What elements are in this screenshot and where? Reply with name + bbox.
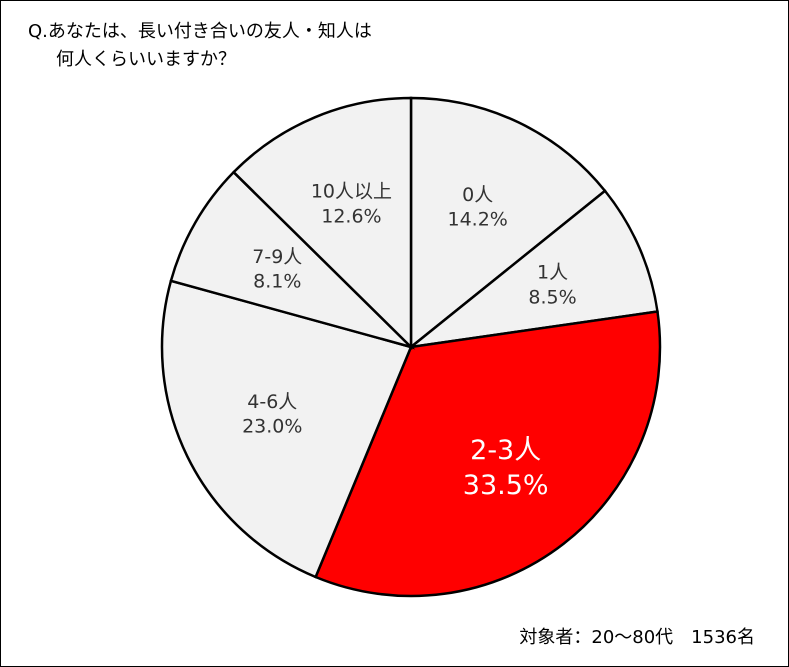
slice-category-label: 1人	[537, 262, 568, 284]
slice-category-label: 4-6人	[247, 391, 297, 413]
slice-category-label: 2-3人	[470, 435, 541, 466]
slice-value-label: 8.1%	[253, 271, 301, 293]
slice-value-label: 23.0%	[242, 416, 302, 438]
slice-category-label: 10人以上	[311, 181, 392, 203]
note: 対象者：20～80代 1536名	[519, 627, 755, 648]
slice-value-label: 33.5%	[463, 470, 549, 501]
chart-title: 何人くらいいますか？	[56, 49, 236, 70]
pie-slice	[169, 170, 416, 350]
slice-value-label: 14.2%	[447, 209, 507, 231]
slice-value-label: 12.6%	[321, 205, 381, 227]
slice-category-label: 7-9人	[252, 246, 302, 268]
pie-slice	[406, 189, 659, 349]
pie-slice	[313, 310, 662, 598]
slice-value-label: 8.5%	[528, 286, 576, 308]
slice-category-label: 0人	[462, 184, 493, 206]
pie-slice	[160, 279, 413, 579]
pie-slice	[409, 96, 607, 350]
chart-title: Q.あなたは、長い付き合いの友人・知人は	[28, 21, 372, 42]
pie-slice	[231, 96, 413, 350]
